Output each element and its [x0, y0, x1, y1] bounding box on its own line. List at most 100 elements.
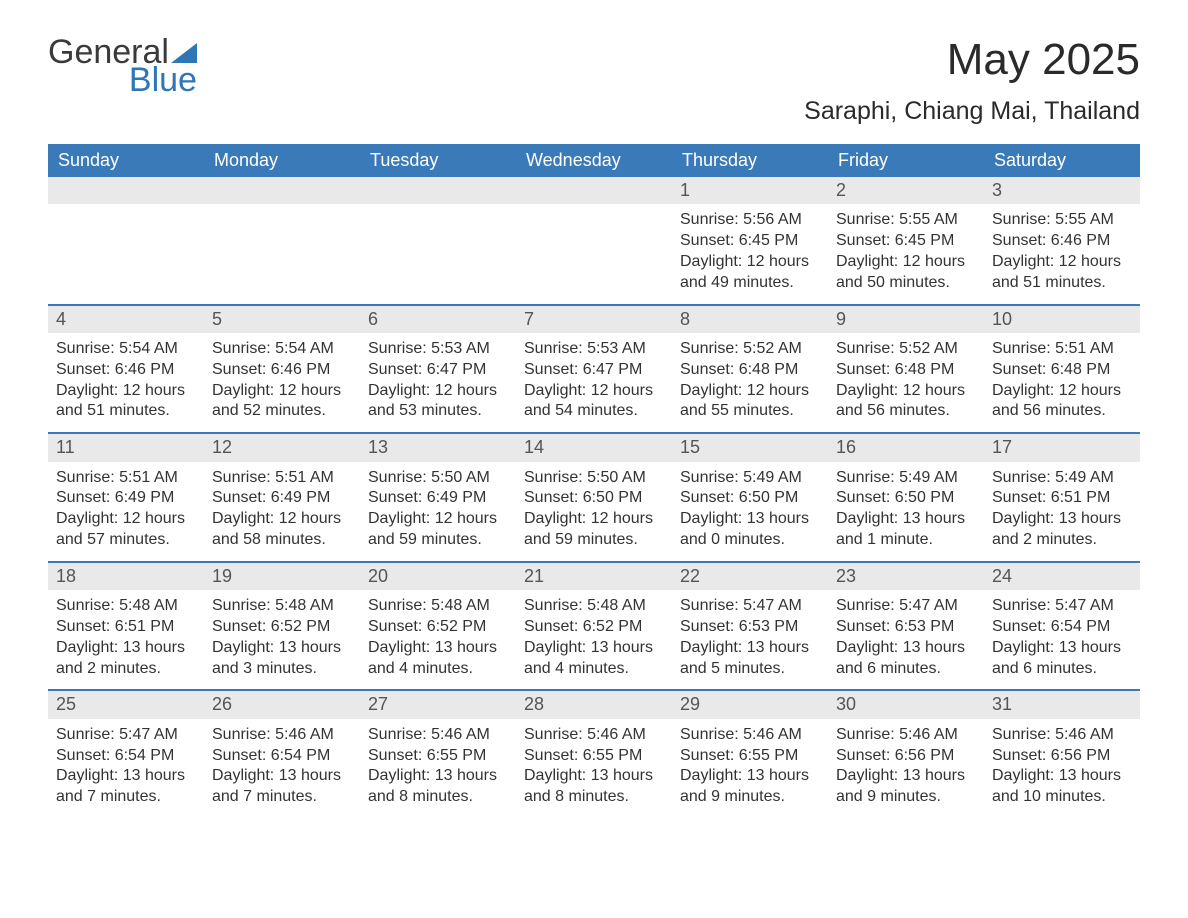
- day-body: Sunrise: 5:53 AMSunset: 6:47 PMDaylight:…: [360, 333, 516, 432]
- day-number: 24: [984, 563, 1140, 590]
- day-body: Sunrise: 5:47 AMSunset: 6:53 PMDaylight:…: [672, 590, 828, 689]
- sunrise-line: Sunrise: 5:50 AM: [524, 468, 664, 489]
- calendar-cell: 29Sunrise: 5:46 AMSunset: 6:55 PMDayligh…: [672, 691, 828, 818]
- day-body: Sunrise: 5:46 AMSunset: 6:56 PMDaylight:…: [828, 719, 984, 818]
- day-number: 6: [360, 306, 516, 333]
- calendar-week: 1Sunrise: 5:56 AMSunset: 6:45 PMDaylight…: [48, 177, 1140, 304]
- day-body: Sunrise: 5:48 AMSunset: 6:52 PMDaylight:…: [360, 590, 516, 689]
- day-number: 11: [48, 434, 204, 461]
- calendar-cell: 30Sunrise: 5:46 AMSunset: 6:56 PMDayligh…: [828, 691, 984, 818]
- sunrise-line: Sunrise: 5:49 AM: [992, 468, 1132, 489]
- day-number: 23: [828, 563, 984, 590]
- day-body: Sunrise: 5:55 AMSunset: 6:46 PMDaylight:…: [984, 204, 1140, 303]
- daylight-line: Daylight: 12 hours and 59 minutes.: [368, 509, 508, 551]
- calendar-cell: 24Sunrise: 5:47 AMSunset: 6:54 PMDayligh…: [984, 563, 1140, 690]
- day-body: Sunrise: 5:46 AMSunset: 6:56 PMDaylight:…: [984, 719, 1140, 818]
- daylight-line: Daylight: 12 hours and 53 minutes.: [368, 381, 508, 423]
- sunset-line: Sunset: 6:50 PM: [836, 488, 976, 509]
- sunset-line: Sunset: 6:48 PM: [992, 360, 1132, 381]
- sunset-line: Sunset: 6:52 PM: [524, 617, 664, 638]
- calendar-cell: 16Sunrise: 5:49 AMSunset: 6:50 PMDayligh…: [828, 434, 984, 561]
- sunset-line: Sunset: 6:51 PM: [56, 617, 196, 638]
- sunrise-line: Sunrise: 5:48 AM: [212, 596, 352, 617]
- day-body: Sunrise: 5:46 AMSunset: 6:55 PMDaylight:…: [672, 719, 828, 818]
- daylight-line: Daylight: 12 hours and 52 minutes.: [212, 381, 352, 423]
- calendar-cell: 27Sunrise: 5:46 AMSunset: 6:55 PMDayligh…: [360, 691, 516, 818]
- calendar-cell: 3Sunrise: 5:55 AMSunset: 6:46 PMDaylight…: [984, 177, 1140, 304]
- sunrise-line: Sunrise: 5:47 AM: [56, 725, 196, 746]
- day-body: Sunrise: 5:54 AMSunset: 6:46 PMDaylight:…: [204, 333, 360, 432]
- sunset-line: Sunset: 6:49 PM: [212, 488, 352, 509]
- sunset-line: Sunset: 6:56 PM: [836, 746, 976, 767]
- calendar-cell: 7Sunrise: 5:53 AMSunset: 6:47 PMDaylight…: [516, 306, 672, 433]
- calendar-cell: 26Sunrise: 5:46 AMSunset: 6:54 PMDayligh…: [204, 691, 360, 818]
- sunset-line: Sunset: 6:55 PM: [524, 746, 664, 767]
- day-body: Sunrise: 5:54 AMSunset: 6:46 PMDaylight:…: [48, 333, 204, 432]
- sunrise-line: Sunrise: 5:55 AM: [992, 210, 1132, 231]
- weekday-header: Thursday: [672, 144, 828, 177]
- daylight-line: Daylight: 13 hours and 5 minutes.: [680, 638, 820, 680]
- calendar-cell: 11Sunrise: 5:51 AMSunset: 6:49 PMDayligh…: [48, 434, 204, 561]
- sunset-line: Sunset: 6:53 PM: [680, 617, 820, 638]
- daylight-line: Daylight: 12 hours and 49 minutes.: [680, 252, 820, 294]
- calendar-cell: 4Sunrise: 5:54 AMSunset: 6:46 PMDaylight…: [48, 306, 204, 433]
- day-number: 12: [204, 434, 360, 461]
- sunset-line: Sunset: 6:47 PM: [368, 360, 508, 381]
- title-block: May 2025 Saraphi, Chiang Mai, Thailand: [804, 35, 1140, 138]
- day-body: Sunrise: 5:47 AMSunset: 6:53 PMDaylight:…: [828, 590, 984, 689]
- sunrise-line: Sunrise: 5:49 AM: [680, 468, 820, 489]
- sunrise-line: Sunrise: 5:54 AM: [56, 339, 196, 360]
- day-number: [48, 177, 204, 204]
- daylight-line: Daylight: 12 hours and 54 minutes.: [524, 381, 664, 423]
- day-number: 9: [828, 306, 984, 333]
- sunset-line: Sunset: 6:46 PM: [56, 360, 196, 381]
- day-number: 7: [516, 306, 672, 333]
- calendar-cell: 15Sunrise: 5:49 AMSunset: 6:50 PMDayligh…: [672, 434, 828, 561]
- daylight-line: Daylight: 12 hours and 55 minutes.: [680, 381, 820, 423]
- daylight-line: Daylight: 13 hours and 9 minutes.: [836, 766, 976, 808]
- day-number: 10: [984, 306, 1140, 333]
- brand-logo: General Blue: [48, 35, 197, 97]
- daylight-line: Daylight: 13 hours and 7 minutes.: [212, 766, 352, 808]
- calendar-cell: 9Sunrise: 5:52 AMSunset: 6:48 PMDaylight…: [828, 306, 984, 433]
- calendar-week: 11 Sunrise: 5:51 AM Sunset: 6:49 PM Dayligh…: [48, 432, 1140, 561]
- day-body: Sunrise: 5:53 AMSunset: 6:47 PMDaylight:…: [516, 333, 672, 432]
- day-number: [204, 177, 360, 204]
- calendar-cell: 13Sunrise: 5:50 AMSunset: 6:49 PMDayligh…: [360, 434, 516, 561]
- sunrise-line: Sunrise: 5:48 AM: [368, 596, 508, 617]
- day-number: 16: [828, 434, 984, 461]
- day-number: 2: [828, 177, 984, 204]
- day-body: Sunrise: 5:50 AMSunset: 6:50 PMDaylight:…: [516, 462, 672, 561]
- sunrise-line: Sunrise: 5:53 AM: [524, 339, 664, 360]
- sunrise-line: Sunrise: 5:47 AM: [680, 596, 820, 617]
- page-title: May 2025: [804, 35, 1140, 85]
- calendar-week: 25Sunrise: 5:47 AMSunset: 6:54 PMDayligh…: [48, 689, 1140, 818]
- sunset-line: Sunset: 6:56 PM: [992, 746, 1132, 767]
- calendar-cell: 14Sunrise: 5:50 AMSunset: 6:50 PMDayligh…: [516, 434, 672, 561]
- day-number: 13: [360, 434, 516, 461]
- sunrise-line: Sunrise: 5:53 AM: [368, 339, 508, 360]
- calendar-cell: 20Sunrise: 5:48 AMSunset: 6:52 PMDayligh…: [360, 563, 516, 690]
- calendar-cell: 22Sunrise: 5:47 AMSunset: 6:53 PMDayligh…: [672, 563, 828, 690]
- daylight-line: Daylight: 13 hours and 0 minutes.: [680, 509, 820, 551]
- day-body: Sunrise: 5:47 AMSunset: 6:54 PMDaylight:…: [984, 590, 1140, 689]
- sunset-line: Sunset: 6:46 PM: [212, 360, 352, 381]
- daylight-line: Daylight: 13 hours and 6 minutes.: [836, 638, 976, 680]
- daylight-line: Daylight: 13 hours and 4 minutes.: [524, 638, 664, 680]
- daylight-line: Daylight: 13 hours and 3 minutes.: [212, 638, 352, 680]
- sunset-line: Sunset: 6:55 PM: [368, 746, 508, 767]
- day-body: Sunrise: 5:49 AMSunset: 6:51 PMDaylight:…: [984, 462, 1140, 561]
- day-number: 18: [48, 563, 204, 590]
- sunrise-line: Sunrise: 5:52 AM: [680, 339, 820, 360]
- calendar-cell: 8Sunrise: 5:52 AMSunset: 6:48 PMDaylight…: [672, 306, 828, 433]
- day-body: Sunrise: 5:49 AMSunset: 6:50 PMDaylight:…: [828, 462, 984, 561]
- day-body: Sunrise: 5:49 AMSunset: 6:50 PMDaylight:…: [672, 462, 828, 561]
- brand-text: General Blue: [48, 35, 197, 97]
- day-body: Sunrise: 5:48 AMSunset: 6:51 PMDaylight:…: [48, 590, 204, 689]
- calendar-week: 18Sunrise: 5:48 AMSunset: 6:51 PMDayligh…: [48, 561, 1140, 690]
- daylight-line: Daylight: 12 hours and 51 minutes.: [56, 381, 196, 423]
- sunrise-line: Sunrise: 5:51 AM: [56, 468, 196, 489]
- day-number: [516, 177, 672, 204]
- calendar-cell-empty: [48, 177, 204, 304]
- weekday-header: Monday: [204, 144, 360, 177]
